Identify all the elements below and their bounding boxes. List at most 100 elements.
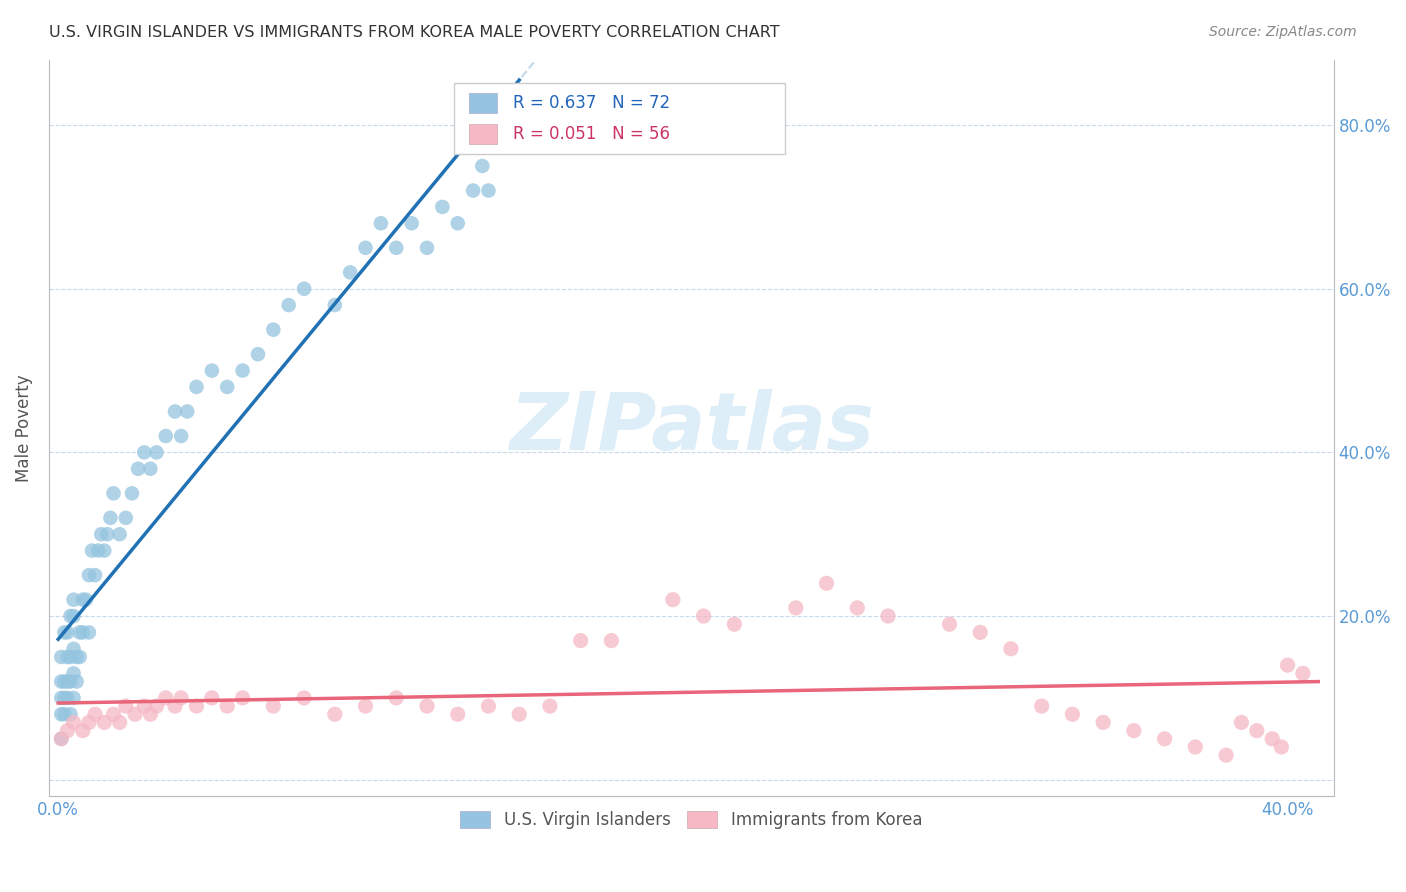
Point xyxy=(1000,641,1022,656)
Point xyxy=(692,609,714,624)
Point xyxy=(87,543,110,558)
Point xyxy=(62,592,84,607)
Point xyxy=(72,625,94,640)
Text: Source: ZipAtlas.com: Source: ZipAtlas.com xyxy=(1209,25,1357,39)
Point xyxy=(262,699,284,714)
Point xyxy=(53,674,76,689)
Point xyxy=(121,486,143,500)
Point xyxy=(80,543,103,558)
Point xyxy=(785,600,807,615)
Point xyxy=(492,135,515,149)
Point xyxy=(1261,731,1284,746)
Point xyxy=(134,445,156,459)
Point xyxy=(1031,699,1053,714)
Point xyxy=(1215,748,1237,763)
Point xyxy=(432,200,454,214)
Point xyxy=(354,241,377,255)
Point xyxy=(59,707,82,722)
Point xyxy=(69,625,91,640)
Point xyxy=(170,429,193,443)
Point xyxy=(93,715,115,730)
Point xyxy=(53,625,76,640)
Point xyxy=(93,543,115,558)
Point xyxy=(323,707,346,722)
Point xyxy=(292,282,315,296)
Point xyxy=(56,723,79,738)
Point xyxy=(170,690,193,705)
Point xyxy=(416,241,439,255)
Point xyxy=(103,707,125,722)
Point xyxy=(59,650,82,665)
Point xyxy=(1153,731,1175,746)
Point xyxy=(56,625,79,640)
Point xyxy=(139,462,162,476)
Point xyxy=(62,641,84,656)
Point xyxy=(370,216,392,230)
Point xyxy=(292,690,315,705)
Point xyxy=(186,380,208,394)
Point xyxy=(401,216,423,230)
Point xyxy=(77,625,100,640)
Text: U.S. VIRGIN ISLANDER VS IMMIGRANTS FROM KOREA MALE POVERTY CORRELATION CHART: U.S. VIRGIN ISLANDER VS IMMIGRANTS FROM … xyxy=(49,25,780,40)
Point xyxy=(84,568,107,582)
Point xyxy=(124,707,146,722)
Point xyxy=(139,707,162,722)
Point xyxy=(1230,715,1253,730)
Point xyxy=(108,527,131,541)
Point xyxy=(62,666,84,681)
Point xyxy=(108,715,131,730)
Point xyxy=(1246,723,1268,738)
Point xyxy=(1062,707,1084,722)
Point xyxy=(77,568,100,582)
Point xyxy=(163,699,186,714)
Point xyxy=(114,699,136,714)
Point xyxy=(508,707,530,722)
Point xyxy=(62,690,84,705)
Point xyxy=(56,650,79,665)
Point xyxy=(877,609,900,624)
Point xyxy=(447,707,470,722)
Point xyxy=(90,527,112,541)
Point xyxy=(103,486,125,500)
FancyBboxPatch shape xyxy=(470,124,498,144)
Point xyxy=(84,707,107,722)
Point xyxy=(969,625,991,640)
Y-axis label: Male Poverty: Male Poverty xyxy=(15,374,32,482)
Point xyxy=(134,699,156,714)
Text: R = 0.637   N = 72: R = 0.637 N = 72 xyxy=(513,94,669,112)
Point xyxy=(1092,715,1115,730)
Point xyxy=(846,600,869,615)
Point xyxy=(938,617,960,632)
Point xyxy=(62,715,84,730)
Point xyxy=(385,241,408,255)
Point xyxy=(72,592,94,607)
Point xyxy=(354,699,377,714)
Point xyxy=(56,674,79,689)
Point xyxy=(72,723,94,738)
Point xyxy=(569,633,592,648)
Point xyxy=(51,690,73,705)
Point xyxy=(75,592,97,607)
Point xyxy=(447,216,470,230)
Point xyxy=(155,429,177,443)
Point xyxy=(201,363,224,377)
Point xyxy=(145,445,167,459)
Point xyxy=(114,511,136,525)
Point xyxy=(1292,666,1315,681)
Point xyxy=(471,159,494,173)
Point xyxy=(66,650,89,665)
Point xyxy=(53,707,76,722)
Point xyxy=(155,690,177,705)
Point xyxy=(77,715,100,730)
Point xyxy=(100,511,122,525)
Point xyxy=(262,323,284,337)
Point xyxy=(508,102,530,116)
Point xyxy=(51,707,73,722)
Point xyxy=(461,184,484,198)
Text: ZIPatlas: ZIPatlas xyxy=(509,389,873,467)
Point xyxy=(59,609,82,624)
Point xyxy=(56,690,79,705)
Point xyxy=(51,674,73,689)
Point xyxy=(96,527,118,541)
Point xyxy=(176,404,198,418)
